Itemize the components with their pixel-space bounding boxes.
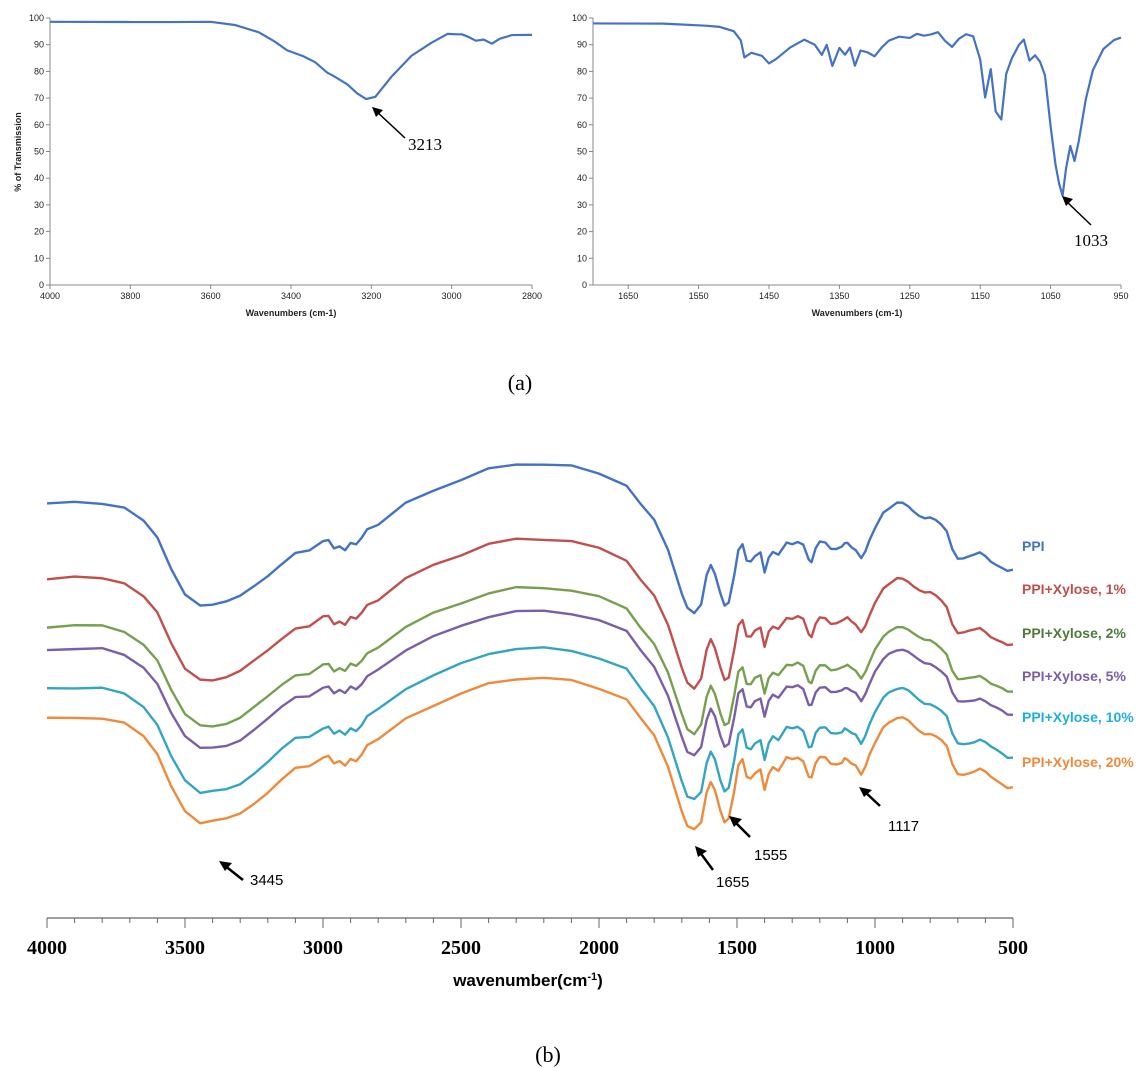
annotation-label: 3445 <box>250 872 283 889</box>
annotation-label: 1033 <box>1074 231 1108 250</box>
x-tick-label: 4000 <box>40 291 60 301</box>
arrowhead-icon <box>372 107 383 117</box>
annotation-3213: 3213 <box>372 107 442 154</box>
x-tick-label: 1150 <box>971 291 990 301</box>
y-tick-label: 80 <box>34 66 44 76</box>
y-tick-label: 0 <box>39 280 44 290</box>
series-line-ppi-xylose-20 <box>46 676 1014 831</box>
x-tick-label: 1000 <box>855 937 895 959</box>
legend-entry: PPI <box>1022 538 1045 554</box>
y-tick-label: 50 <box>577 147 587 157</box>
legend-entry: PPI+Xylose, 10% <box>1022 709 1134 725</box>
x-tick-label: 950 <box>1113 291 1128 301</box>
y-tick-label: 90 <box>577 40 587 50</box>
y-tick-label: 60 <box>577 120 587 130</box>
arrowhead-icon <box>859 787 872 797</box>
x-tick-label: 1050 <box>1041 291 1061 301</box>
x-tick-label: 3000 <box>303 937 343 959</box>
x-tick-label: 1350 <box>829 291 849 301</box>
y-tick-label: 60 <box>34 120 44 130</box>
annotation-3445: 3445 <box>219 861 283 889</box>
annotation-1555: 1555 <box>729 816 787 864</box>
y-tick-label: 10 <box>34 253 44 263</box>
y-tick-label: 30 <box>577 200 587 210</box>
series-line-ppi-xylose-2 <box>46 585 1014 736</box>
y-tick-label: 100 <box>572 13 587 23</box>
annotation-1033: 1033 <box>1062 196 1108 250</box>
x-tick-label: 1650 <box>618 291 638 301</box>
series-line-transmission-a-right <box>592 22 1122 197</box>
y-tick-label: 50 <box>34 147 44 157</box>
y-tick-label: 100 <box>29 13 44 23</box>
y-tick-label: 10 <box>577 253 587 263</box>
x-tick-label: 2000 <box>579 937 619 959</box>
x-tick-label: 2800 <box>522 291 542 301</box>
series-line-ppi <box>46 463 1014 615</box>
caption-b: (b) <box>535 1042 561 1067</box>
x-tick-label: 1450 <box>759 291 779 301</box>
x-tick-label: 1500 <box>717 937 757 959</box>
y-tick-label: 0 <box>582 280 587 290</box>
x-tick-label: 1250 <box>900 291 920 301</box>
legend-entry: PPI+Xylose, 1% <box>1022 581 1126 597</box>
x-axis-label: Wavenumbers (cm-1) <box>812 308 903 318</box>
annotation-arrow <box>1064 199 1092 226</box>
x-axis-label: wavenumber(cm-1) <box>452 971 603 990</box>
y-tick-label: 90 <box>34 40 44 50</box>
ftir-chart-a-right: 0 10 20 30 40 50 60 70 80 90 100 1650 1550 1450 1350 1… <box>572 13 1129 318</box>
series-line-ppi-xylose-5 <box>46 609 1014 757</box>
y-tick-label: 70 <box>577 93 587 103</box>
x-tick-label: 500 <box>998 937 1028 959</box>
arrowhead-icon <box>729 816 742 827</box>
legend-entry: PPI+Xylose, 5% <box>1022 668 1126 684</box>
annotation-1117: 1117 <box>859 787 919 835</box>
caption-a: (a) <box>508 370 532 395</box>
y-tick-label: 40 <box>577 173 587 183</box>
x-tick-label: 1550 <box>689 291 709 301</box>
series-line-transmission-a-left <box>49 20 533 101</box>
x-tick-label: 3500 <box>165 937 205 959</box>
y-tick-label: 20 <box>577 227 587 237</box>
x-tick-label: 4000 <box>27 937 67 959</box>
x-tick-label: 3200 <box>361 291 381 301</box>
y-tick-label: 30 <box>34 200 44 210</box>
arrowhead-icon <box>695 846 707 857</box>
annotation-label: 1655 <box>716 874 749 891</box>
y-tick-label: 70 <box>34 93 44 103</box>
annotation-label: 3213 <box>408 135 442 154</box>
legend-entry: PPI+Xylose, 2% <box>1022 625 1126 641</box>
arrowhead-icon <box>219 861 232 871</box>
annotation-1655: 1655 <box>695 846 749 891</box>
y-tick-label: 20 <box>34 227 44 237</box>
x-tick-label: 3400 <box>281 291 301 301</box>
series-line-ppi-xylose-10 <box>46 646 1014 801</box>
x-tick-label: 3800 <box>120 291 140 301</box>
annotation-arrow <box>374 109 406 139</box>
annotation-label: 1555 <box>754 847 787 864</box>
x-tick-label: 3600 <box>201 291 221 301</box>
series-line-ppi-xylose-1 <box>46 537 1014 690</box>
x-axis-label: Wavenumbers (cm-1) <box>246 308 337 318</box>
legend-entry: PPI+Xylose, 20% <box>1022 754 1134 770</box>
x-tick-label: 3000 <box>442 291 462 301</box>
ftir-chart-b: PPI PPI+Xylose, 1% PPI+Xylose, 2% PPI+Xylos… <box>27 463 1134 990</box>
arrowhead-icon <box>1062 196 1073 206</box>
ftir-chart-a-left: 0 10 20 30 40 50 60 70 80 90 100 4000 3800 3600 3400 3… <box>13 13 542 318</box>
y-tick-label: 40 <box>34 173 44 183</box>
x-tick-label: 2500 <box>441 937 481 959</box>
y-axis-label: % of Transmission <box>13 112 23 192</box>
annotation-label: 1117 <box>888 818 919 835</box>
y-tick-label: 80 <box>577 66 587 76</box>
